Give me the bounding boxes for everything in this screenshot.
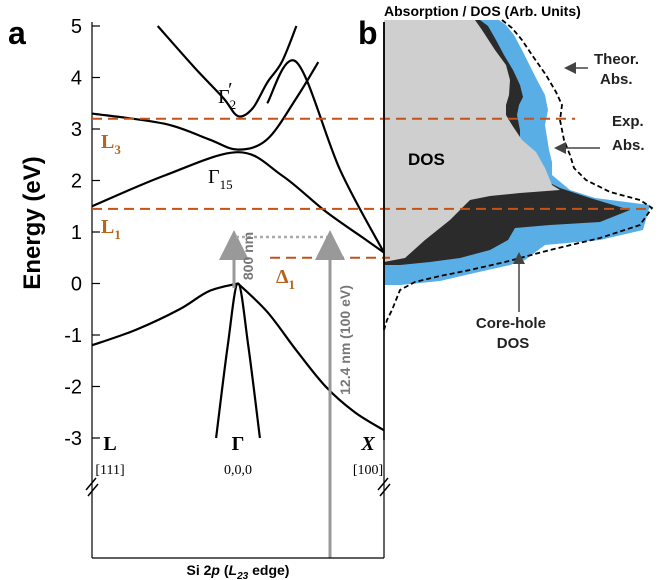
y-tick-label: -1 — [64, 325, 82, 347]
y-tick-label: 4 — [71, 68, 82, 90]
y-tick-label: 5 — [71, 16, 82, 38]
arrow-800nm-label: 800 nm — [240, 232, 256, 280]
dos-label: DOS — [408, 150, 445, 169]
axis-break-marks-left — [85, 477, 99, 497]
l3-sub: 3 — [114, 142, 121, 157]
gamma2-prime-label: Γ2′ — [218, 79, 236, 112]
core-prefix: Si 2 — [187, 562, 212, 578]
energy-level-lines — [92, 117, 650, 259]
level-l3-label: L3 — [101, 131, 121, 157]
level-l1-label: L1 — [101, 216, 121, 242]
band-line-2 — [215, 282, 261, 439]
level-delta1-label: Δ1 — [276, 266, 295, 292]
band-line-6 — [266, 59, 385, 254]
k-point-name: L — [103, 433, 116, 455]
delta1-symbol: Δ — [276, 266, 289, 288]
core-orbital: p — [210, 562, 220, 578]
y-tick-label: 0 — [71, 274, 82, 296]
core-level-label: Si 2p (L23 edge) — [187, 562, 290, 580]
theor-abs-curve — [383, 19, 654, 331]
panel-b: b Absorption / DOS (Arb. Units) DOS Theo… — [358, 3, 654, 352]
y-tick-label: 1 — [71, 222, 82, 244]
theor-abs-label: Theor. Abs. — [594, 51, 643, 88]
exp-abs-label: Exp. Abs. — [612, 113, 648, 154]
k-point-coord: [111] — [95, 463, 124, 478]
k-point-coord: 0,0,0 — [224, 463, 252, 478]
k-point-name: X — [360, 433, 375, 455]
band-line-3 — [91, 151, 385, 254]
gamma15-symbol: Γ — [208, 166, 220, 188]
axis-break-marks-right — [377, 477, 391, 497]
transition-arrows: 800 nm 12.4 nm (100 eV) — [219, 230, 353, 558]
band-line-4 — [91, 61, 320, 151]
band-line-5 — [156, 25, 298, 118]
core-edge-sub: 23 — [236, 571, 249, 580]
dos-area — [384, 20, 560, 262]
panel-b-label: b — [358, 15, 378, 51]
k-point-labels: L [111] Γ 0,0,0 X [100] — [95, 433, 383, 478]
band-line-1 — [237, 282, 385, 432]
exp-abs-line1: Exp. — [612, 113, 644, 130]
arrow-xuv-label: 12.4 nm (100 eV) — [337, 285, 353, 395]
gamma2-prime: ′ — [228, 79, 232, 101]
panel-b-title: Absorption / DOS (Arb. Units) — [384, 3, 581, 19]
l3-symbol: L — [101, 131, 114, 153]
y-tick-label: -3 — [64, 428, 82, 450]
gamma2-sub: 2 — [230, 97, 237, 112]
panel-a-axes: -3 -2 -1 0 1 2 3 4 5 Energy (eV) a — [8, 15, 385, 450]
theor-abs-line1: Theor. — [594, 51, 639, 68]
core-hole-line1: Core-hole — [476, 315, 546, 332]
core-close: edge) — [248, 562, 289, 578]
panel-a-label: a — [8, 15, 26, 51]
gamma15-sub: 15 — [220, 177, 233, 192]
band-line-0 — [91, 282, 239, 347]
core-open: ( — [220, 562, 229, 578]
gamma15-label: Γ15 — [208, 166, 233, 192]
y-tick-label: 3 — [71, 119, 82, 141]
l1-symbol: L — [101, 216, 114, 238]
core-level: Si 2p (L23 edge) — [85, 440, 391, 580]
y-tick-label: 2 — [71, 171, 82, 193]
gamma2-symbol: Γ — [218, 86, 230, 108]
band-curves — [91, 25, 385, 439]
exp-abs-line2: Abs. — [612, 137, 645, 154]
delta1-sub: 1 — [289, 277, 296, 292]
k-point-coord: [100] — [353, 463, 383, 478]
core-hole-line2: DOS — [497, 335, 530, 352]
band-labels: Γ2′ Γ15 L3 L1 Δ1 — [101, 79, 295, 292]
theor-abs-line2: Abs. — [600, 71, 633, 88]
y-ticks: -3 -2 -1 0 1 2 3 4 5 — [64, 16, 100, 450]
l1-sub: 1 — [114, 227, 121, 242]
k-point-name: Γ — [232, 433, 245, 455]
y-axis-label: Energy (eV) — [19, 156, 46, 289]
panel-b-areas — [384, 20, 650, 285]
core-hole-label: Core-hole DOS — [476, 315, 550, 352]
y-tick-label: -2 — [64, 377, 82, 399]
core-edge-symbol: L — [229, 562, 238, 578]
